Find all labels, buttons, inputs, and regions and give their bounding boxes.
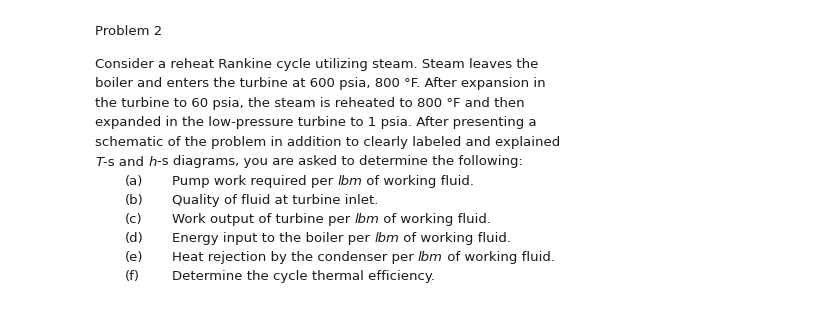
Text: (e): (e): [125, 251, 143, 264]
Text: of working fluid.: of working fluid.: [379, 213, 490, 226]
Text: Problem 2: Problem 2: [95, 25, 162, 38]
Text: lbm: lbm: [374, 232, 399, 245]
Text: the turbine to 60 psia, the steam is reheated to 800 °F and then: the turbine to 60 psia, the steam is reh…: [95, 97, 524, 110]
Text: expanded in the low-pressure turbine to 1 psia. After presenting a: expanded in the low-pressure turbine to …: [95, 116, 536, 129]
Text: lbm: lbm: [337, 175, 362, 188]
Text: of working fluid.: of working fluid.: [442, 251, 554, 264]
Text: (c): (c): [125, 213, 142, 226]
Text: Determine the cycle thermal efficiency.: Determine the cycle thermal efficiency.: [172, 270, 434, 283]
Text: Work output of turbine per: Work output of turbine per: [172, 213, 354, 226]
Text: (a): (a): [125, 175, 143, 188]
Text: (d): (d): [125, 232, 144, 245]
Text: lbm: lbm: [418, 251, 442, 264]
Text: (b): (b): [125, 194, 144, 207]
Text: boiler and enters the turbine at 600 psia, 800 °F. After expansion in: boiler and enters the turbine at 600 psi…: [95, 78, 545, 90]
Text: T: T: [95, 155, 103, 169]
Text: Consider a reheat Rankine cycle utilizing steam. Steam leaves the: Consider a reheat Rankine cycle utilizin…: [95, 58, 538, 71]
Text: h: h: [148, 155, 156, 169]
Text: Energy input to the boiler per: Energy input to the boiler per: [172, 232, 374, 245]
Text: schematic of the problem in addition to clearly labeled and explained: schematic of the problem in addition to …: [95, 136, 560, 149]
Text: Quality of fluid at turbine inlet.: Quality of fluid at turbine inlet.: [172, 194, 378, 207]
Text: -s and: -s and: [103, 155, 148, 169]
Text: of working fluid.: of working fluid.: [362, 175, 474, 188]
Text: Heat rejection by the condenser per: Heat rejection by the condenser per: [172, 251, 418, 264]
Text: of working fluid.: of working fluid.: [399, 232, 510, 245]
Text: Pump work required per: Pump work required per: [172, 175, 337, 188]
Text: -s diagrams, you are asked to determine the following:: -s diagrams, you are asked to determine …: [156, 155, 522, 169]
Text: lbm: lbm: [354, 213, 379, 226]
Text: (f): (f): [125, 270, 140, 283]
